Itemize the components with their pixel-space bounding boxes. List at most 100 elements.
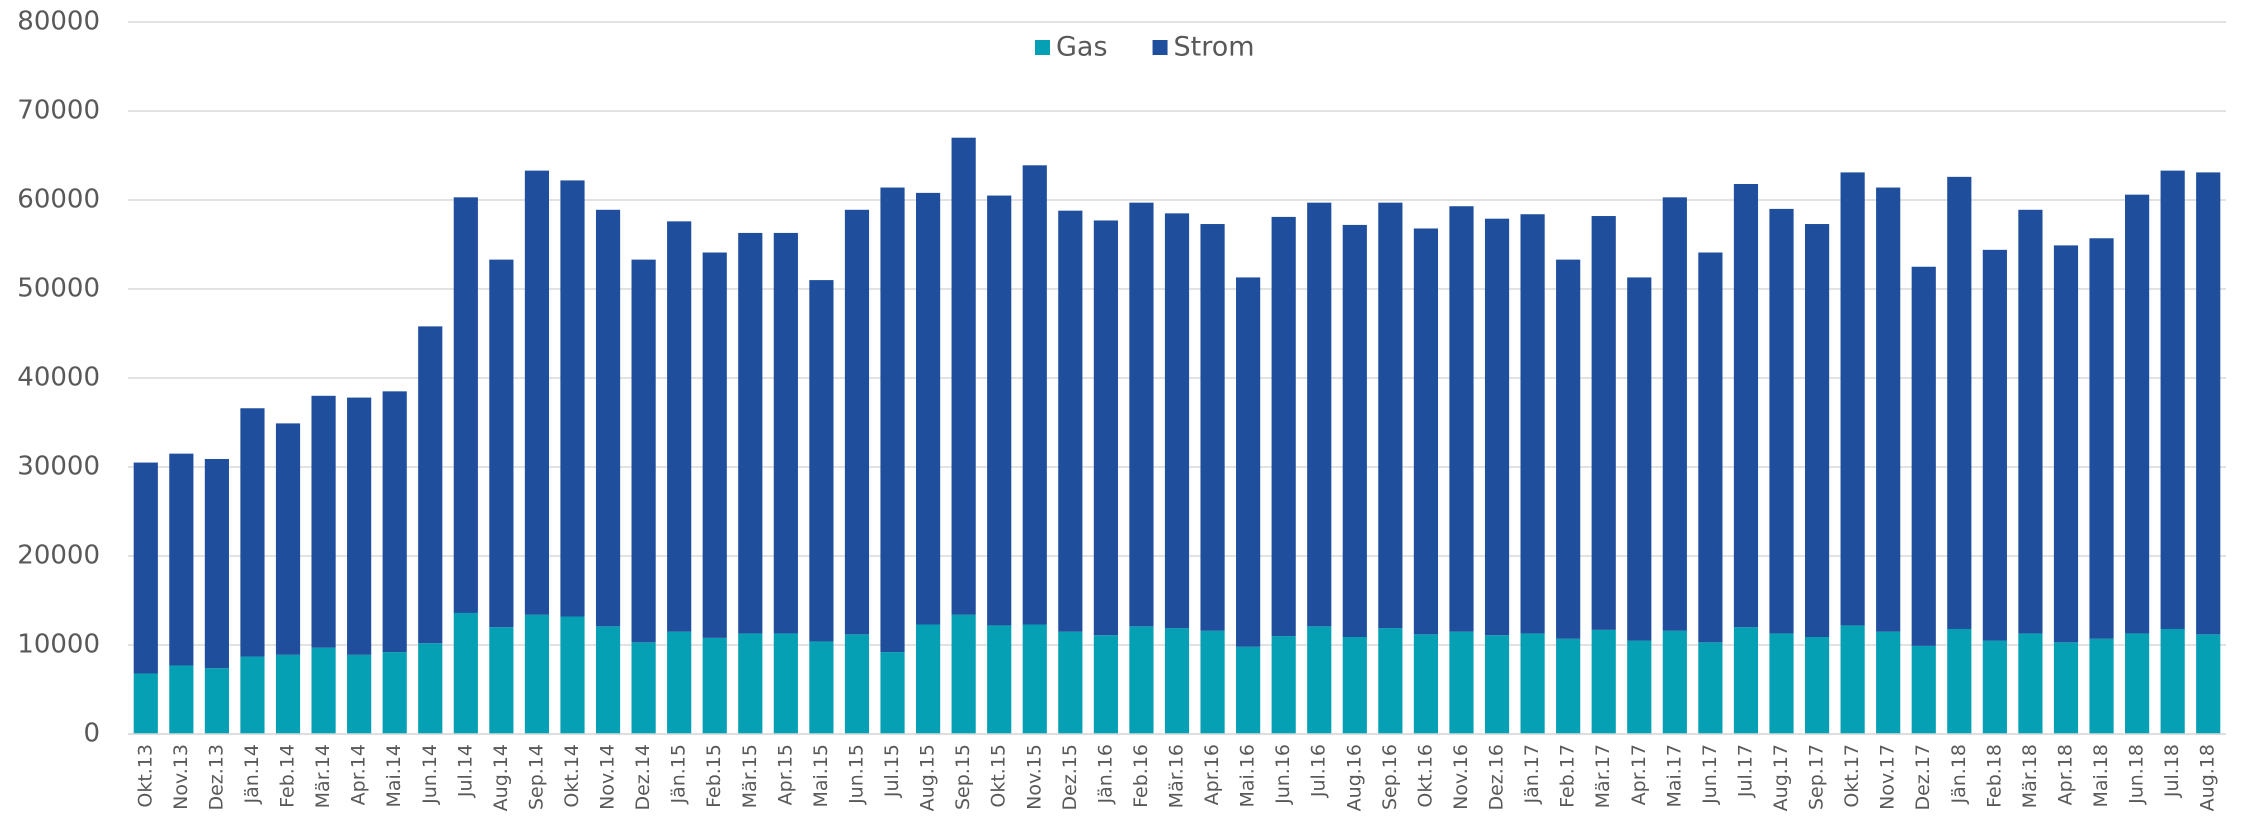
- bar-segment: [880, 187, 905, 653]
- bar-segment: [453, 197, 478, 613]
- bar-segment: [2125, 194, 2150, 634]
- x-tick-label: Jul.15: [881, 744, 903, 798]
- bar-segment: [347, 397, 372, 655]
- bar-segment: [1378, 202, 1403, 629]
- x-tick-label: Sep.15: [952, 744, 974, 810]
- bar-segment: [1342, 224, 1367, 637]
- x-tick-label: Jul.14: [454, 744, 476, 798]
- x-tick-label: Jun.18: [2126, 744, 2148, 805]
- x-tick-label: Nov.14: [597, 744, 619, 810]
- bar-segment: [1271, 216, 1296, 637]
- x-tick-label: Dez.14: [632, 744, 654, 811]
- x-tick-label: Dez.13: [205, 744, 227, 811]
- x-tick-label: Jän.18: [1948, 744, 1970, 805]
- bar-segment: [1804, 224, 1830, 637]
- x-tick-label: Mai.14: [383, 744, 405, 808]
- bar-segment: [1449, 631, 1474, 734]
- bar-segment: [1982, 640, 2007, 734]
- x-tick-label: Mai.18: [2090, 744, 2112, 808]
- bar-segment: [2196, 634, 2221, 734]
- bar-segment: [2018, 633, 2043, 734]
- bar-segment: [1093, 220, 1118, 636]
- bar-segment: [2018, 209, 2043, 634]
- bar-segment: [1733, 627, 1759, 734]
- bar-segment: [524, 170, 550, 615]
- bar-segment: [1698, 252, 1723, 643]
- x-tick-label: Feb.17: [1557, 744, 1579, 808]
- bar-segment: [1413, 634, 1439, 734]
- bar-segment: [1876, 187, 1901, 632]
- x-tick-label: Apr.15: [774, 744, 796, 805]
- bar-segment: [1378, 628, 1403, 734]
- bar-segment: [311, 647, 336, 734]
- bar-segment: [1236, 277, 1261, 647]
- x-tick-label: Mär.18: [2019, 744, 2041, 808]
- y-tick-label: 20000: [17, 541, 100, 571]
- bar-segment: [915, 624, 941, 734]
- bar-segment: [1022, 165, 1047, 625]
- x-tick-label: Jän.16: [1094, 744, 1116, 805]
- bar-segment: [2089, 238, 2114, 639]
- x-tick-label: Apr.16: [1201, 744, 1223, 805]
- bar-segment: [1022, 624, 1047, 734]
- bar-segment: [1556, 638, 1581, 734]
- bar-segment: [987, 195, 1012, 626]
- bar-segment: [489, 627, 514, 734]
- bar-segment: [2053, 642, 2079, 734]
- x-tick-label: Aug.17: [1770, 744, 1792, 811]
- x-tick-label: Jul.16: [1308, 744, 1330, 798]
- bar-segment: [1200, 630, 1225, 734]
- bar-segment: [1627, 277, 1652, 641]
- x-tick-label: Nov.13: [170, 744, 192, 810]
- x-tick-label: Feb.16: [1130, 744, 1152, 808]
- x-tick-label: Mär.16: [1166, 744, 1188, 808]
- bar-segment: [382, 652, 407, 734]
- x-tick-label: Nov.15: [1023, 744, 1045, 810]
- bar-segment: [453, 612, 478, 734]
- bar-segment: [382, 391, 407, 653]
- bar-segment: [631, 259, 656, 643]
- bar-segment: [169, 665, 194, 734]
- bar-segment: [1520, 633, 1545, 734]
- x-tick-label: Mai.15: [810, 744, 832, 808]
- bar-segment: [915, 192, 941, 625]
- bar-segment: [489, 259, 514, 628]
- bar-segment: [1520, 214, 1545, 634]
- bar-segment: [1164, 628, 1190, 734]
- x-tick-label: Okt.17: [1841, 744, 1863, 808]
- x-tick-label: Mai.16: [1237, 744, 1259, 808]
- bar-segment: [809, 641, 834, 734]
- bar-segment: [667, 221, 692, 632]
- bar-segment: [1058, 631, 1083, 734]
- x-tick-label: Jän.15: [668, 744, 690, 805]
- bar-segment: [595, 626, 621, 734]
- bar-segment: [1769, 633, 1794, 734]
- x-tick-label: Jun.15: [845, 744, 867, 805]
- x-tick-label: Jun.14: [419, 744, 441, 805]
- bar-segment: [169, 453, 194, 666]
- bar-segment: [240, 656, 265, 734]
- bar-segment: [1982, 249, 2007, 641]
- bar-segment: [1093, 635, 1118, 734]
- x-tick-label: Feb.18: [1983, 744, 2005, 808]
- bar-segment: [1662, 630, 1687, 734]
- bar-segment: [2160, 170, 2185, 629]
- bar-segment: [1236, 646, 1261, 734]
- x-tick-label: Mai.17: [1663, 744, 1685, 808]
- x-tick-label: Jän.17: [1521, 744, 1543, 805]
- x-tick-label: Feb.14: [277, 744, 299, 808]
- bar-segment: [1164, 213, 1190, 629]
- bar-segment: [418, 643, 443, 734]
- bar-segment: [1058, 210, 1083, 632]
- bar-segment: [204, 668, 229, 734]
- y-tick-label: 40000: [17, 363, 100, 393]
- x-tick-label: Mär.15: [739, 744, 761, 808]
- x-tick-label: Jun.17: [1699, 744, 1721, 805]
- bar-segment: [1307, 202, 1332, 627]
- x-tick-label: Jul.17: [1734, 744, 1756, 798]
- bar-segment: [560, 180, 585, 617]
- x-tick-label: Okt.13: [134, 744, 156, 808]
- x-tick-label: Jun.16: [1272, 744, 1294, 805]
- bar-segment: [2160, 628, 2185, 734]
